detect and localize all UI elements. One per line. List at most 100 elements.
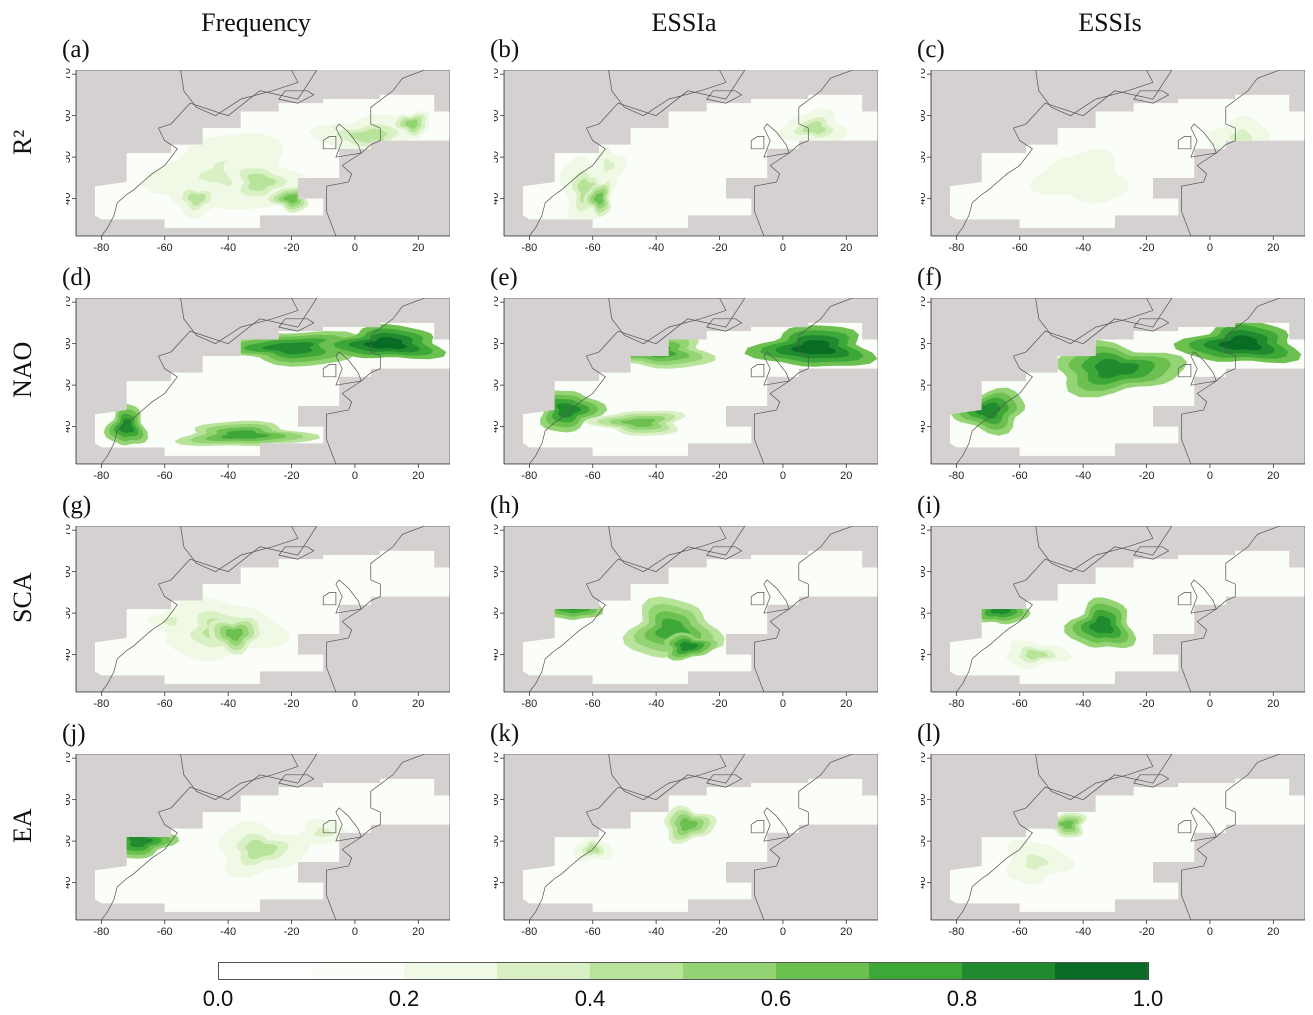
lon-tick-label: -20 <box>712 470 728 482</box>
lon-tick-label: -60 <box>1012 470 1028 482</box>
lat-tick-label: 40 <box>921 649 928 661</box>
lon-tick-label: 20 <box>840 926 852 938</box>
lon-tick-label: -20 <box>284 926 300 938</box>
panel-label: (d) <box>62 264 92 291</box>
lat-tick-label: 50 <box>921 151 928 163</box>
colorbar-segment <box>218 962 312 980</box>
lon-tick-label: -60 <box>585 926 601 938</box>
lat-tick-label: 40 <box>494 421 501 433</box>
panel-label: (e) <box>490 264 518 291</box>
lon-tick-label: -60 <box>585 698 601 710</box>
lat-tick-label: 60 <box>921 338 928 350</box>
lon-tick-label: -80 <box>521 470 537 482</box>
lon-tick-label: -60 <box>585 242 601 254</box>
lon-tick-label: -80 <box>521 698 537 710</box>
map-svg: -80 -60 -40 -20 0 20 40 50 60 70 <box>494 524 878 710</box>
lat-tick-label: 40 <box>66 877 73 889</box>
lon-tick-label: -40 <box>220 242 236 254</box>
lat-tick-label: 40 <box>66 193 73 205</box>
lon-tick-label: 0 <box>1207 926 1213 938</box>
panel-label: (k) <box>490 720 520 747</box>
lat-tick-label: 40 <box>921 877 928 889</box>
lon-tick-label: 0 <box>780 242 786 254</box>
panel-label: (i) <box>917 492 941 519</box>
lat-tick-label: 50 <box>921 379 928 391</box>
map-panel-d: (d) -80 -60 -40 -20 0 20 40 50 60 70 <box>62 264 462 489</box>
lat-tick-label: 40 <box>66 421 73 433</box>
lat-tick-label: 70 <box>921 296 928 308</box>
lat-tick-label: 60 <box>921 794 928 806</box>
lon-tick-label: -80 <box>93 242 109 254</box>
lon-tick-label: 0 <box>1207 698 1213 710</box>
lon-tick-label: -60 <box>157 926 173 938</box>
map: -80 -60 -40 -20 0 20 40 50 60 70 <box>494 64 880 254</box>
colorbar-segment <box>311 962 405 980</box>
lon-tick-label: 0 <box>780 698 786 710</box>
map-panel-h: (h) -80 -60 -40 -20 0 20 40 50 60 70 <box>490 492 890 717</box>
lon-tick-label: 0 <box>1207 242 1213 254</box>
lat-tick-label: 50 <box>66 151 73 163</box>
lon-tick-label: -20 <box>284 242 300 254</box>
column-title-essis: ESSIs <box>1078 8 1142 37</box>
map-panel-i: (i) -80 -60 -40 -20 0 20 40 50 60 70 <box>917 492 1313 717</box>
lat-tick-label: 50 <box>494 835 501 847</box>
lat-tick-label: 60 <box>494 338 501 350</box>
lon-tick-label: -60 <box>157 698 173 710</box>
lon-tick-label: -80 <box>521 242 537 254</box>
colorbar-tick-label: 0.0 <box>202 986 234 1011</box>
lon-tick-label: -40 <box>220 698 236 710</box>
map: -80 -60 -40 -20 0 20 40 50 60 70 <box>494 520 880 710</box>
colorbar-tick-label: 1.0 <box>1132 986 1164 1011</box>
lat-tick-label: 50 <box>66 835 73 847</box>
lon-tick-label: 20 <box>1267 242 1279 254</box>
lat-tick-label: 60 <box>921 566 928 578</box>
lon-tick-label: -20 <box>1139 926 1155 938</box>
map-svg: -80 -60 -40 -20 0 20 40 50 60 70 <box>66 752 450 938</box>
map-panel-k: (k) -80 -60 -40 -20 0 20 40 50 60 70 <box>490 720 890 945</box>
map-panel-f: (f) -80 -60 -40 -20 0 20 40 50 60 70 <box>917 264 1313 489</box>
map: -80 -60 -40 -20 0 20 40 50 60 70 <box>921 748 1307 938</box>
lon-tick-label: -20 <box>712 926 728 938</box>
map-panel-l: (l) -80 -60 -40 -20 0 20 40 50 60 70 <box>917 720 1313 945</box>
colorbar-segment <box>404 962 498 980</box>
lat-tick-label: 50 <box>66 379 73 391</box>
lat-tick-label: 60 <box>66 566 73 578</box>
colorbar-tick-label: 0.8 <box>946 986 978 1011</box>
lon-tick-label: -20 <box>712 698 728 710</box>
map-panel-c: (c) -80 -60 -40 -20 0 20 40 50 60 70 <box>917 36 1313 261</box>
lat-tick-label: 70 <box>494 524 501 536</box>
lat-tick-label: 70 <box>66 296 73 308</box>
panel-label: (h) <box>490 492 520 519</box>
lat-tick-label: 60 <box>921 110 928 122</box>
lon-tick-label: -20 <box>1139 242 1155 254</box>
colorbar-segment <box>1055 962 1149 980</box>
lon-tick-label: -80 <box>948 926 964 938</box>
colorbar-frame <box>218 962 1148 980</box>
row-title-sca: SCA <box>8 572 37 624</box>
map: -80 -60 -40 -20 0 20 40 50 60 70 <box>494 292 880 482</box>
map: -80 -60 -40 -20 0 20 40 50 60 70 <box>66 520 452 710</box>
lon-tick-label: -60 <box>1012 926 1028 938</box>
lat-tick-label: 60 <box>494 110 501 122</box>
lat-tick-label: 60 <box>66 338 73 350</box>
map: -80 -60 -40 -20 0 20 40 50 60 70 <box>66 748 452 938</box>
map-panel-e: (e) -80 -60 -40 -20 0 20 40 50 60 70 <box>490 264 890 489</box>
lat-tick-label: 60 <box>494 566 501 578</box>
panel-label: (b) <box>490 36 520 63</box>
panel-label: (l) <box>917 720 941 747</box>
map: -80 -60 -40 -20 0 20 40 50 60 70 <box>66 292 452 482</box>
lon-tick-label: -80 <box>948 470 964 482</box>
panel-label: (c) <box>917 36 945 63</box>
map-panel-g: (g) -80 -60 -40 -20 0 20 40 50 60 70 <box>62 492 462 717</box>
map-svg: -80 -60 -40 -20 0 20 40 50 60 70 <box>66 524 450 710</box>
map-svg: -80 -60 -40 -20 0 20 40 50 60 70 <box>66 296 450 482</box>
row-title-r2: R² <box>8 129 37 155</box>
colorbar-segment <box>683 962 777 980</box>
lon-tick-label: -40 <box>220 926 236 938</box>
lon-tick-label: -40 <box>220 470 236 482</box>
lon-tick-label: -40 <box>1075 926 1091 938</box>
lat-tick-label: 70 <box>66 524 73 536</box>
lat-tick-label: 40 <box>66 649 73 661</box>
lon-tick-label: 20 <box>412 242 424 254</box>
lon-tick-label: -60 <box>157 242 173 254</box>
